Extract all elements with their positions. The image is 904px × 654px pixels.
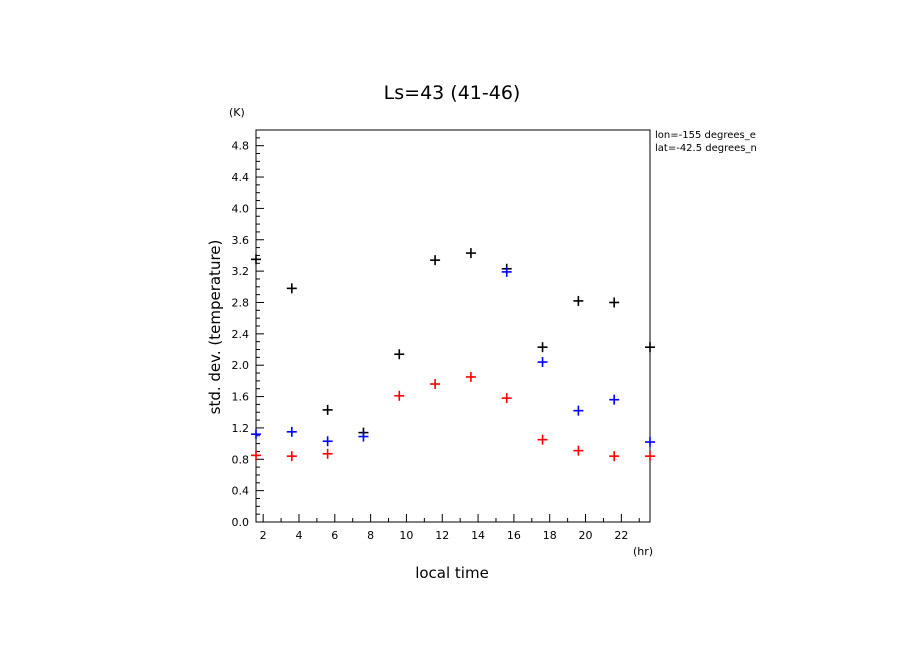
data-point [286, 426, 297, 437]
x-tick-label: 22 [614, 529, 628, 542]
data-point [573, 445, 584, 456]
lon-annotation: lon=-155 degrees_e [655, 130, 756, 141]
data-point [465, 248, 476, 259]
x-tick-label: 6 [331, 529, 338, 542]
data-point [430, 255, 441, 266]
x-unit-label: (hr) [633, 545, 653, 558]
data-point [358, 431, 369, 442]
y-axis-label: std. dev. (temperature) [206, 240, 224, 415]
y-tick-label: 0.8 [232, 453, 250, 466]
data-point [609, 451, 620, 462]
x-tick-label: 12 [435, 529, 449, 542]
plot-frame [255, 129, 651, 523]
data-point [286, 451, 297, 462]
y-tick-label: 0.0 [232, 516, 250, 529]
y-tick-label: 3.6 [232, 234, 250, 247]
data-point [537, 342, 548, 353]
data-point [251, 429, 261, 440]
data-point [251, 254, 261, 265]
y-tick-label: 1.2 [232, 422, 250, 435]
x-tick-label: 14 [471, 529, 485, 542]
data-point [322, 448, 333, 459]
data-point [609, 394, 620, 405]
x-tick-label: 8 [367, 529, 374, 542]
y-tick-label: 2.8 [232, 296, 250, 309]
y-tick-label: 0.4 [232, 485, 250, 498]
data-point [322, 404, 333, 415]
y-tick-label: 2.4 [232, 328, 250, 341]
data-point [394, 349, 405, 360]
x-tick-label: 18 [543, 529, 557, 542]
x-tick-label: 4 [295, 529, 302, 542]
y-unit-label: (K) [229, 106, 245, 119]
chart-title: Ls=43 (41-46) [384, 82, 521, 104]
data-point [322, 436, 333, 447]
x-axis-label: local time [415, 564, 489, 582]
y-tick-label: 4.8 [232, 140, 250, 153]
data-point [394, 390, 405, 401]
data-point [465, 371, 476, 382]
data-point [609, 297, 620, 308]
y-tick-label: 1.6 [232, 391, 250, 404]
x-tick-label: 10 [399, 529, 413, 542]
data-point [645, 437, 655, 448]
data-point [286, 283, 297, 294]
y-tick-label: 2.0 [232, 359, 250, 372]
x-tick-label: 16 [507, 529, 521, 542]
data-point [537, 357, 548, 368]
data-point [430, 379, 441, 390]
x-tick-label: 2 [260, 529, 267, 542]
data-point [537, 434, 548, 445]
data-point [251, 450, 261, 461]
data-point [645, 342, 655, 353]
x-tick-label: 20 [579, 529, 593, 542]
y-tick-label: 3.2 [232, 265, 250, 278]
y-tick-label: 4.0 [232, 202, 250, 215]
data-point [573, 295, 584, 306]
data-point [645, 451, 655, 462]
y-tick-label: 4.4 [232, 171, 250, 184]
lat-annotation: lat=-42.5 degrees_n [655, 143, 757, 154]
data-point [501, 266, 512, 277]
data-point [573, 405, 584, 416]
data-point [501, 393, 512, 404]
